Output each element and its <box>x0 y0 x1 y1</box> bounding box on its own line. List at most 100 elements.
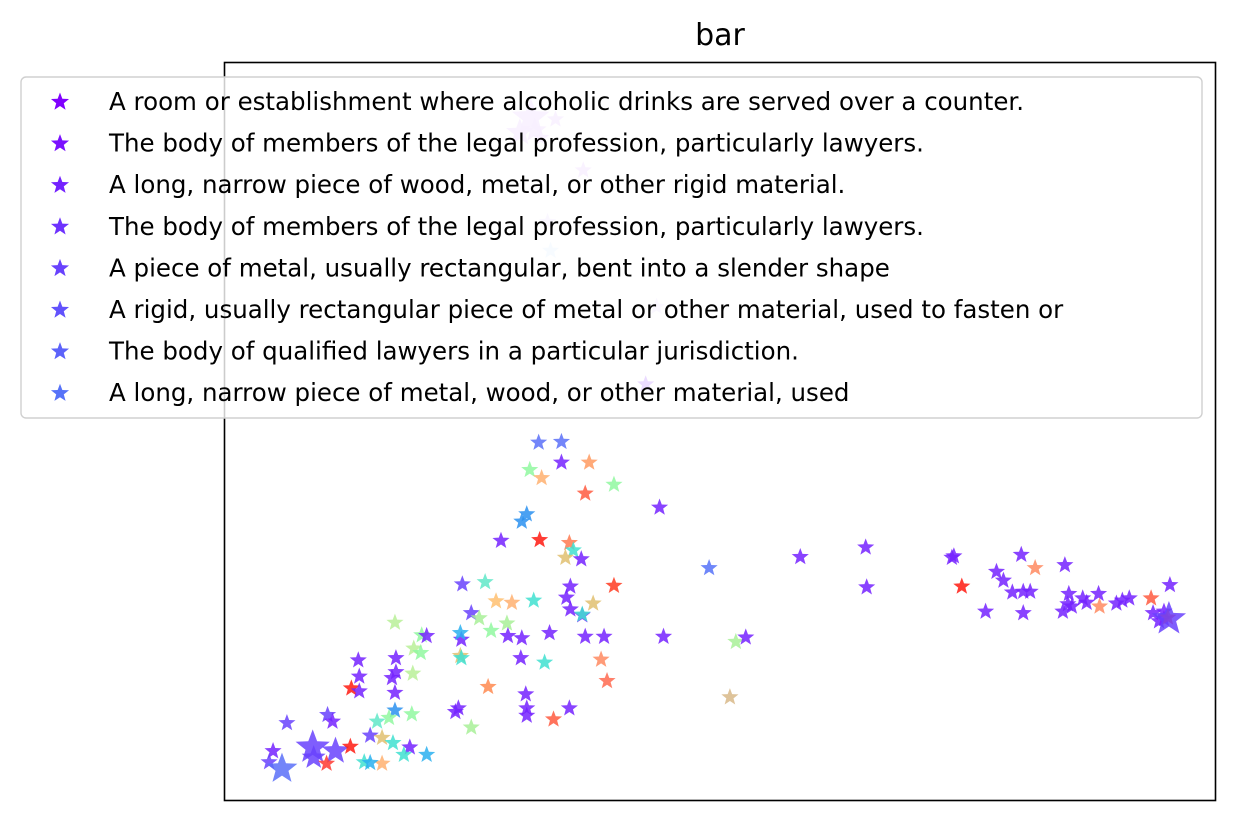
data-point <box>373 728 391 746</box>
legend-item: The body of members of the legal profess… <box>50 212 924 241</box>
legend-entries: A room or establishment where alcoholic … <box>50 87 1064 407</box>
data-point <box>387 663 405 680</box>
legend-label: The body of members of the legal profess… <box>108 212 924 241</box>
data-point <box>395 745 413 763</box>
data-point <box>412 643 430 661</box>
data-point <box>592 650 610 667</box>
data-point <box>605 576 623 594</box>
data-point <box>605 475 623 492</box>
data-point <box>561 577 579 594</box>
data-point <box>556 548 574 565</box>
data-point <box>384 733 402 751</box>
data-point <box>452 649 470 666</box>
legend-label: The body of members of the legal profess… <box>108 129 924 158</box>
data-point <box>350 682 368 699</box>
legend-label: A piece of metal, usually rectangular, b… <box>109 253 890 282</box>
data-point <box>518 505 536 522</box>
data-point <box>513 629 531 646</box>
data-point <box>387 649 405 666</box>
data-point <box>1144 604 1162 621</box>
data-point <box>319 705 337 723</box>
data-point <box>1003 583 1021 600</box>
data-point <box>418 626 436 644</box>
data-point <box>994 571 1012 588</box>
data-point <box>561 600 579 617</box>
data-point <box>386 683 404 701</box>
data-point <box>598 671 616 689</box>
data-point <box>321 736 350 763</box>
data-point <box>521 460 539 478</box>
data-point <box>530 433 548 450</box>
data-point <box>727 632 745 650</box>
data-point <box>576 627 594 644</box>
data-point <box>361 726 379 743</box>
data-point <box>533 468 551 486</box>
data-point <box>1063 597 1081 614</box>
data-point <box>1150 612 1168 629</box>
data-point <box>943 548 961 565</box>
data-point <box>470 609 488 626</box>
data-point <box>266 752 298 782</box>
data-point <box>700 559 718 576</box>
data-point <box>1056 556 1074 573</box>
data-point <box>462 718 480 735</box>
data-point <box>1090 597 1109 614</box>
data-point <box>557 588 575 605</box>
data-point <box>350 667 368 684</box>
data-point <box>1078 593 1096 610</box>
data-point <box>1120 589 1138 606</box>
legend-marker <box>50 383 70 401</box>
data-point <box>386 701 404 718</box>
data-point <box>1014 604 1032 621</box>
data-point <box>987 562 1006 579</box>
data-point <box>560 699 578 716</box>
data-point <box>650 498 669 515</box>
data-point <box>1012 545 1030 563</box>
legend-label: A long, narrow piece of metal, wood, or … <box>109 378 849 407</box>
data-point <box>1142 589 1160 606</box>
data-point <box>564 541 582 558</box>
data-point <box>386 613 404 630</box>
data-point <box>1021 582 1039 599</box>
legend-item: A rigid, usually rectangular piece of me… <box>50 295 1064 324</box>
data-point <box>479 677 497 695</box>
data-point <box>295 729 330 762</box>
data-point <box>536 653 554 670</box>
data-point <box>462 604 480 621</box>
data-point <box>404 664 422 681</box>
data-point <box>380 708 398 726</box>
data-point <box>482 621 500 639</box>
data-point <box>552 453 570 470</box>
data-point <box>721 688 739 705</box>
data-point <box>446 702 464 720</box>
data-point <box>403 705 421 722</box>
data-point <box>858 578 876 595</box>
data-point <box>499 626 517 644</box>
data-point <box>1161 576 1179 593</box>
data-point <box>531 530 549 548</box>
data-point <box>584 594 602 611</box>
data-point <box>1026 559 1044 576</box>
data-point <box>544 710 563 727</box>
data-point <box>487 592 505 609</box>
data-point <box>1014 582 1032 599</box>
data-point <box>540 623 559 641</box>
data-point <box>278 714 296 731</box>
legend-label: A room or establishment where alcoholic … <box>109 87 1024 116</box>
legend-marker <box>50 258 70 277</box>
data-point <box>405 639 423 656</box>
legend: A room or establishment where alcoholic … <box>20 76 1203 419</box>
legend-item: A piece of metal, usually rectangular, b… <box>50 253 890 282</box>
data-point <box>492 531 510 549</box>
legend-item: The body of members of the legal profess… <box>50 129 924 158</box>
data-point <box>323 712 342 729</box>
data-point <box>264 742 282 759</box>
data-point <box>560 533 578 551</box>
data-point <box>401 738 419 755</box>
data-point <box>1113 591 1131 608</box>
data-point <box>498 614 516 631</box>
chart-title: bar <box>695 18 745 53</box>
data-point <box>1090 584 1108 602</box>
legend-label: A long, narrow piece of wood, metal, or … <box>109 170 845 199</box>
data-point <box>418 745 436 763</box>
